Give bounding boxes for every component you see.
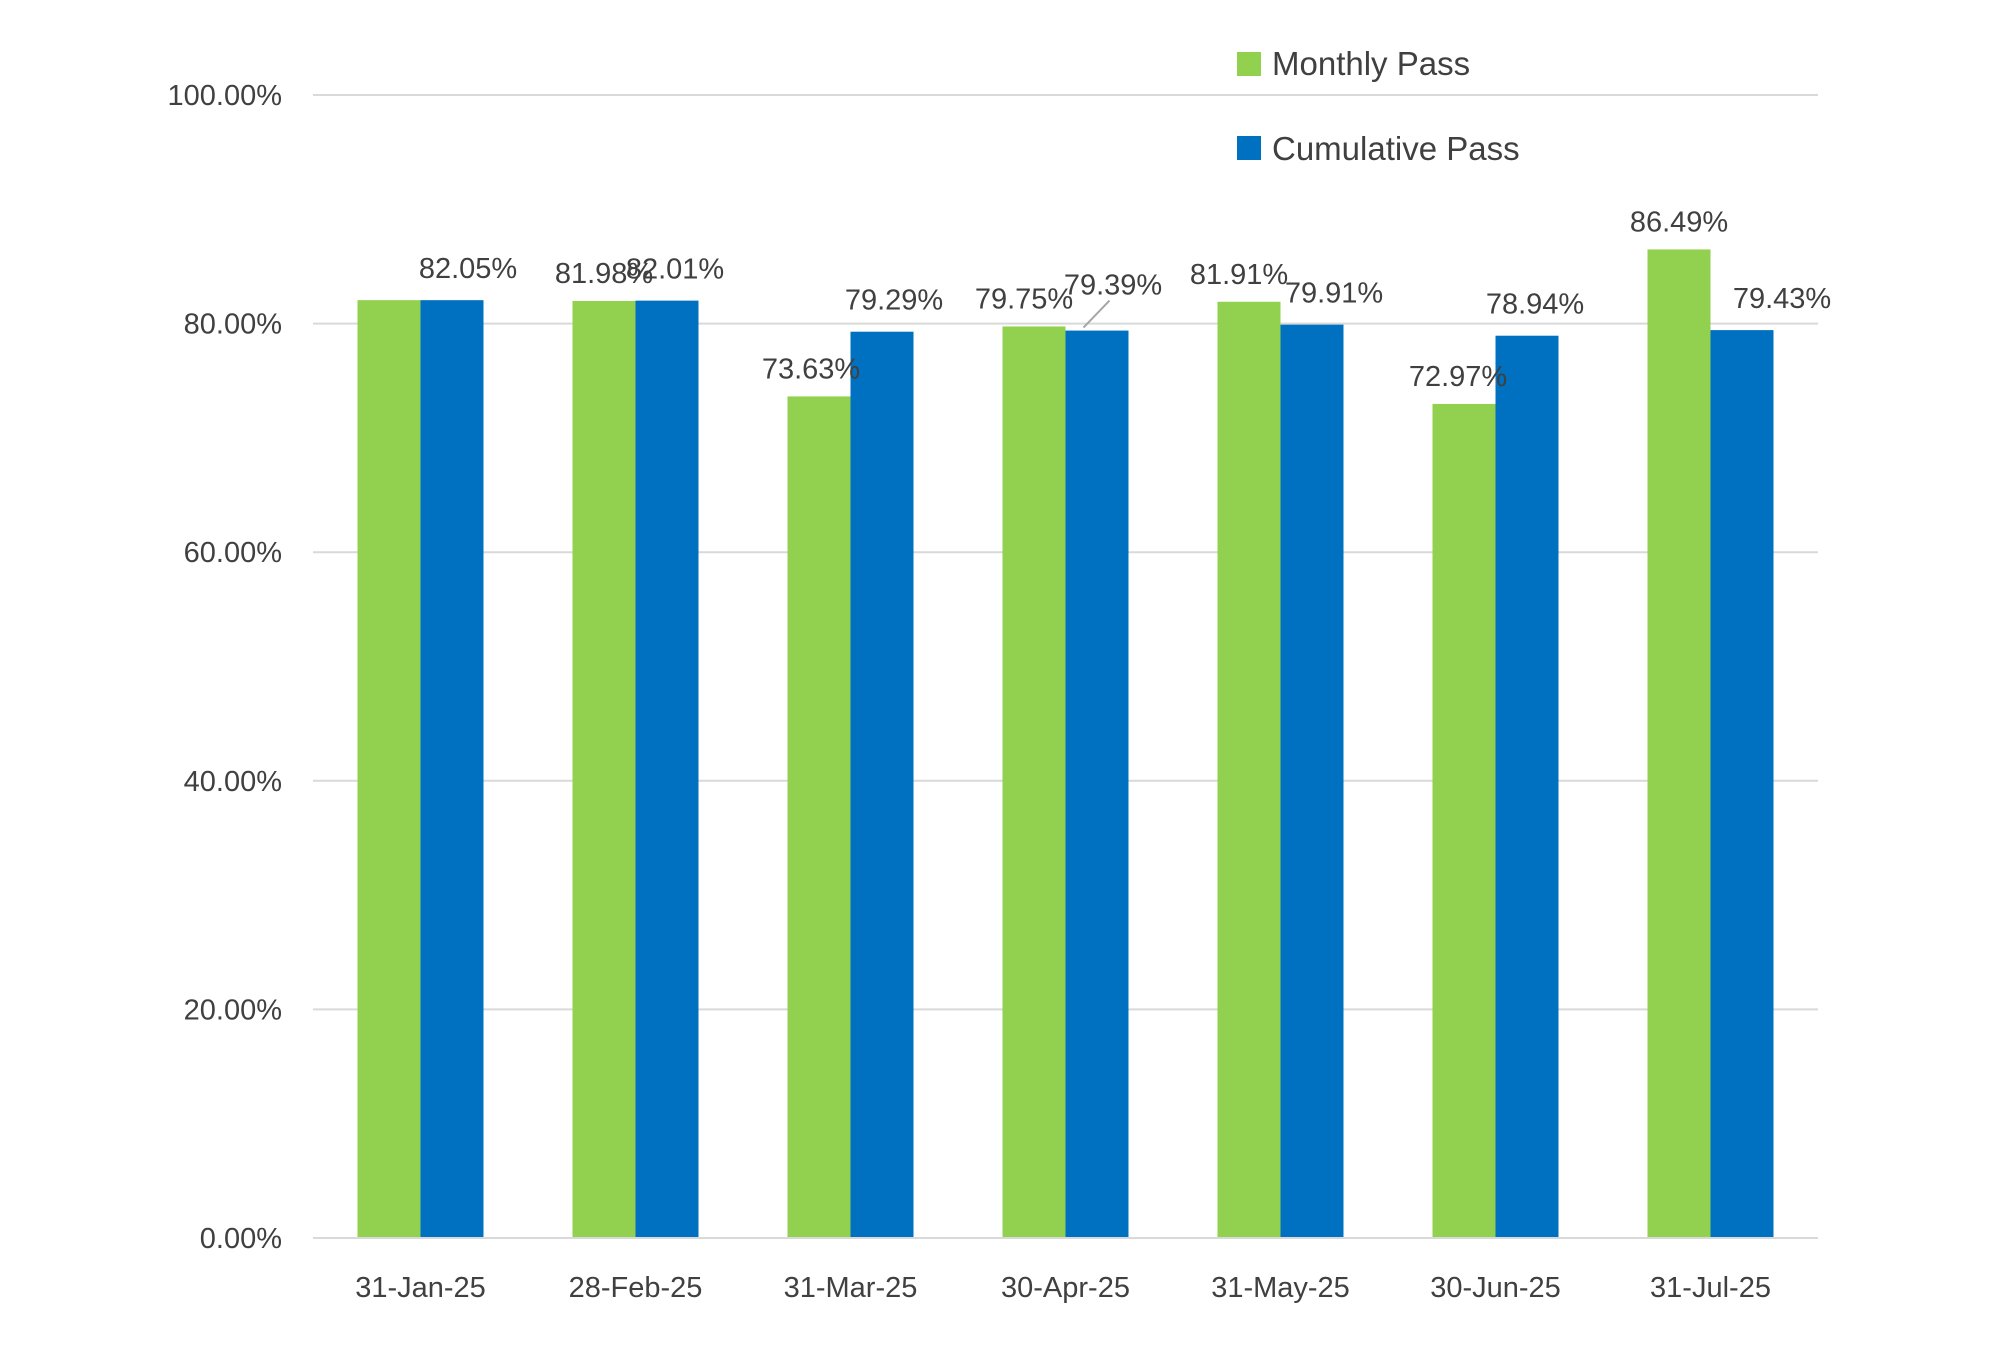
bar-cumulative-pass: [1280, 324, 1344, 1239]
x-tick-label: 31-Mar-25: [784, 1272, 918, 1304]
bar-monthly-pass: [1217, 301, 1281, 1239]
data-label: 82.05%: [419, 253, 517, 285]
data-label: 79.43%: [1733, 283, 1831, 315]
data-label: 72.97%: [1409, 361, 1507, 393]
bar-monthly-pass: [1002, 326, 1066, 1238]
data-label: 73.63%: [762, 353, 860, 385]
x-tick-label: 31-May-25: [1211, 1272, 1350, 1304]
bar-monthly-pass: [572, 300, 636, 1238]
data-label: 82.01%: [626, 254, 724, 286]
bar-cumulative-pass: [420, 300, 484, 1239]
data-label: 79.29%: [845, 285, 943, 317]
x-tick-label: 30-Jun-25: [1430, 1272, 1561, 1304]
bar-monthly-pass: [787, 396, 851, 1239]
y-axis: 0.00% 20.00% 40.00% 60.00% 80.00% 100.00%: [168, 80, 283, 1255]
bar-cumulative-pass: [1495, 335, 1559, 1238]
x-axis: 31-Jan-25 28-Feb-25 31-Mar-25 30-Apr-25 31-M…: [313, 1237, 1818, 1304]
data-labels: 82.05% 81.98%82.01% 73.63% 79.29% 79.75%79.3…: [419, 206, 1831, 393]
bar-cumulative-pass: [1710, 330, 1774, 1238]
bar-cumulative-pass: [1065, 330, 1129, 1239]
data-label: 81.91%: [1190, 259, 1288, 291]
bar-monthly-pass: [1647, 249, 1711, 1238]
legend: Monthly Pass Cumulative Pass: [1237, 45, 1520, 167]
data-label: 79.75%: [975, 283, 1073, 315]
data-label: 79.91%: [1285, 278, 1383, 310]
leader-line: [1082, 299, 1111, 329]
legend-label-monthly-pass: Monthly Pass: [1272, 45, 1470, 82]
x-tick-label: 30-Apr-25: [1001, 1272, 1130, 1304]
x-tick-label: 31-Jan-25: [355, 1272, 486, 1304]
bar-cumulative-pass: [635, 300, 699, 1238]
y-tick-label: 100.00%: [168, 80, 283, 112]
data-label: 79.39%: [1064, 270, 1162, 302]
bar-monthly-pass: [357, 300, 421, 1239]
bars: [357, 249, 1774, 1239]
y-tick-label: 40.00%: [184, 766, 282, 798]
bar-cumulative-pass: [850, 331, 914, 1238]
legend-swatch-monthly-pass: [1237, 52, 1261, 76]
y-tick-label: 20.00%: [184, 994, 282, 1026]
legend-swatch-cumulative-pass: [1237, 136, 1261, 160]
y-tick-label: 60.00%: [184, 537, 282, 569]
bar-monthly-pass: [1432, 403, 1496, 1239]
data-label: 78.94%: [1486, 289, 1584, 321]
data-label: 81.98%: [555, 258, 653, 290]
y-tick-label: 0.00%: [200, 1223, 282, 1255]
x-tick-label: 31-Jul-25: [1650, 1272, 1771, 1304]
y-tick-label: 80.00%: [184, 309, 282, 341]
legend-label-cumulative-pass: Cumulative Pass: [1272, 130, 1520, 167]
data-label: 86.49%: [1630, 206, 1728, 238]
x-tick-label: 28-Feb-25: [569, 1272, 703, 1304]
